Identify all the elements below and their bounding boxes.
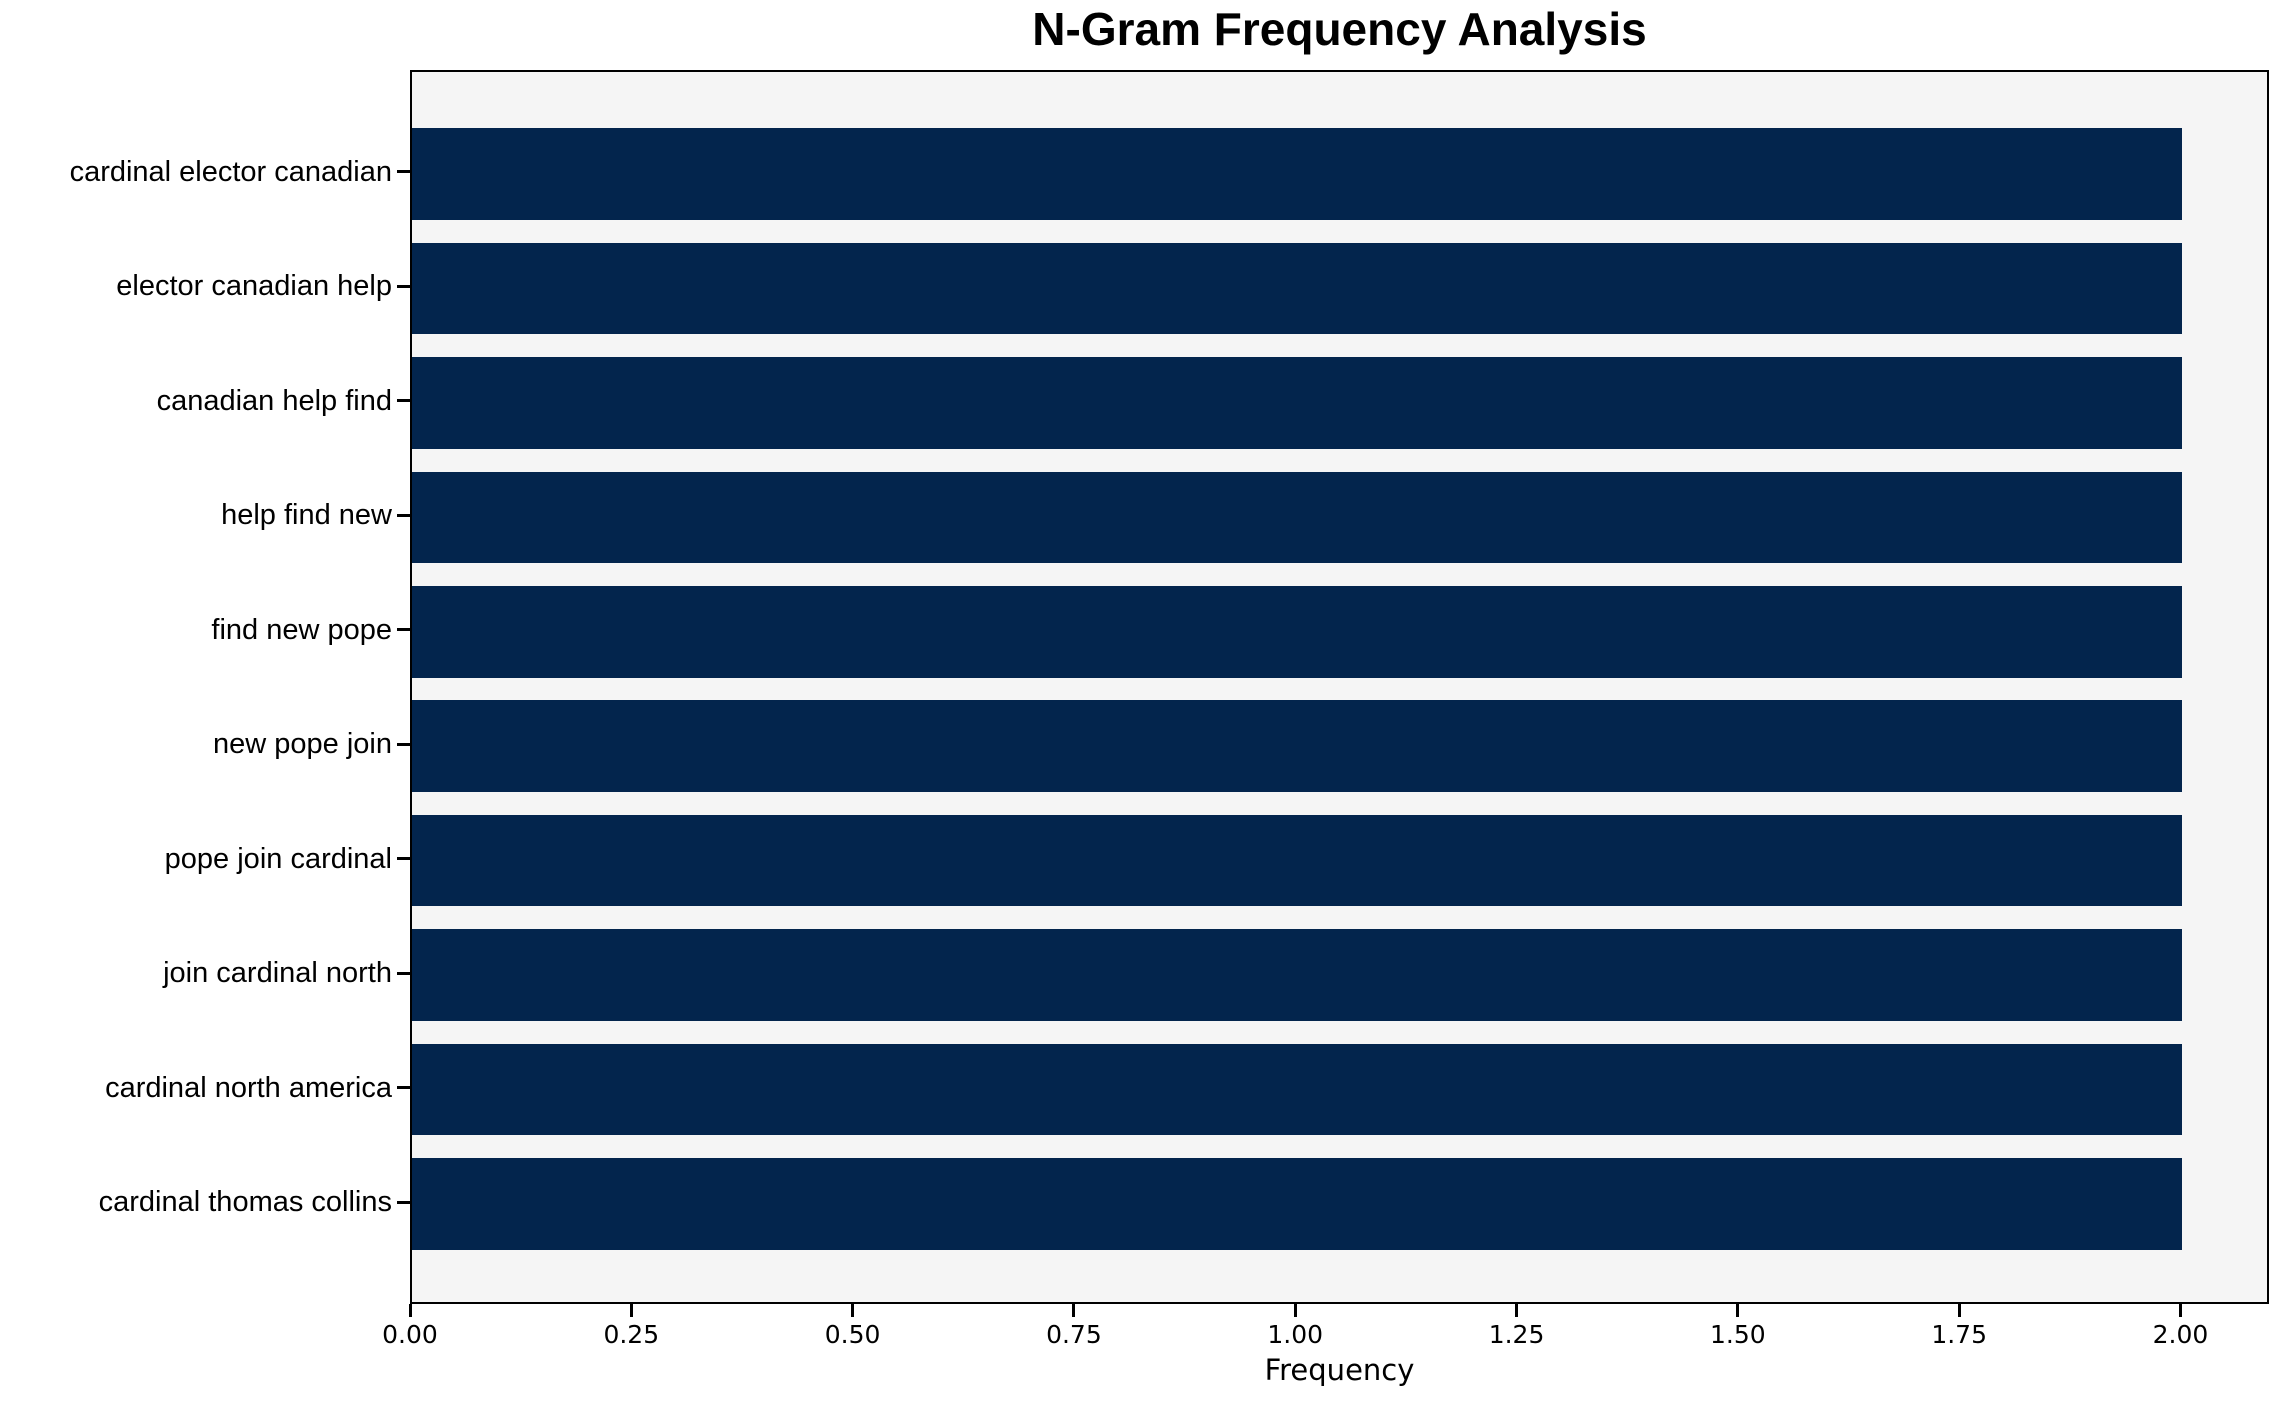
x-tick-mark: [408, 1304, 412, 1317]
x-tick-mark: [2178, 1304, 2182, 1317]
y-tick-label: cardinal thomas collins: [98, 1186, 392, 1219]
y-tick-label: join cardinal north: [163, 957, 392, 990]
x-tick-mark: [851, 1304, 855, 1317]
y-tick-mark: [397, 513, 410, 517]
y-tick-label: cardinal elector canadian: [69, 155, 392, 188]
y-tick-mark: [397, 284, 410, 288]
y-tick-label: cardinal north america: [105, 1071, 392, 1104]
y-tick-mark: [397, 1200, 410, 1204]
bar: [412, 814, 2183, 907]
y-tick-mark: [397, 857, 410, 861]
x-tick-label: 0.25: [603, 1320, 660, 1349]
bar: [412, 1043, 2183, 1136]
y-tick-mark: [397, 742, 410, 746]
bar: [412, 357, 2183, 449]
y-tick-mark: [397, 170, 410, 174]
x-tick-label: 2.00: [2152, 1320, 2209, 1349]
y-tick-mark: [397, 1086, 410, 1090]
x-tick-mark: [1072, 1304, 1076, 1317]
y-tick-mark: [397, 971, 410, 975]
y-tick-mark: [397, 628, 410, 632]
y-tick-mark: [397, 399, 410, 403]
x-tick-mark: [1957, 1304, 1961, 1317]
x-tick-label: 0.00: [382, 1320, 438, 1349]
x-tick-label: 1.00: [1267, 1320, 1324, 1349]
bar: [412, 1158, 2183, 1250]
x-tick-label: 0.50: [824, 1320, 881, 1349]
bar: [412, 700, 2183, 792]
x-tick-label: 1.50: [1710, 1320, 1766, 1349]
y-tick-label: help find new: [221, 499, 392, 532]
bar: [412, 929, 2183, 1021]
y-tick-label: canadian help find: [156, 384, 392, 417]
x-tick-label: 0.75: [1046, 1320, 1102, 1349]
x-tick-label: 1.25: [1488, 1320, 1545, 1349]
x-tick-mark: [1293, 1304, 1297, 1317]
x-tick-mark: [1515, 1304, 1519, 1317]
x-tick-mark: [629, 1304, 633, 1317]
plot-area: [410, 70, 2269, 1304]
y-tick-label: new pope join: [213, 728, 392, 761]
bar: [412, 585, 2183, 678]
bar: [412, 242, 2183, 335]
x-axis-label: Frequency: [1264, 1353, 1415, 1387]
x-tick-mark: [1736, 1304, 1740, 1317]
x-tick-label: 1.75: [1931, 1320, 1987, 1349]
y-tick-label: elector canadian help: [116, 270, 392, 303]
y-tick-label: pope join cardinal: [164, 842, 392, 875]
bar: [412, 471, 2183, 564]
chart-title: N-Gram Frequency Analysis: [1032, 3, 1647, 55]
y-tick-label: find new pope: [211, 613, 392, 646]
bar: [412, 128, 2183, 220]
